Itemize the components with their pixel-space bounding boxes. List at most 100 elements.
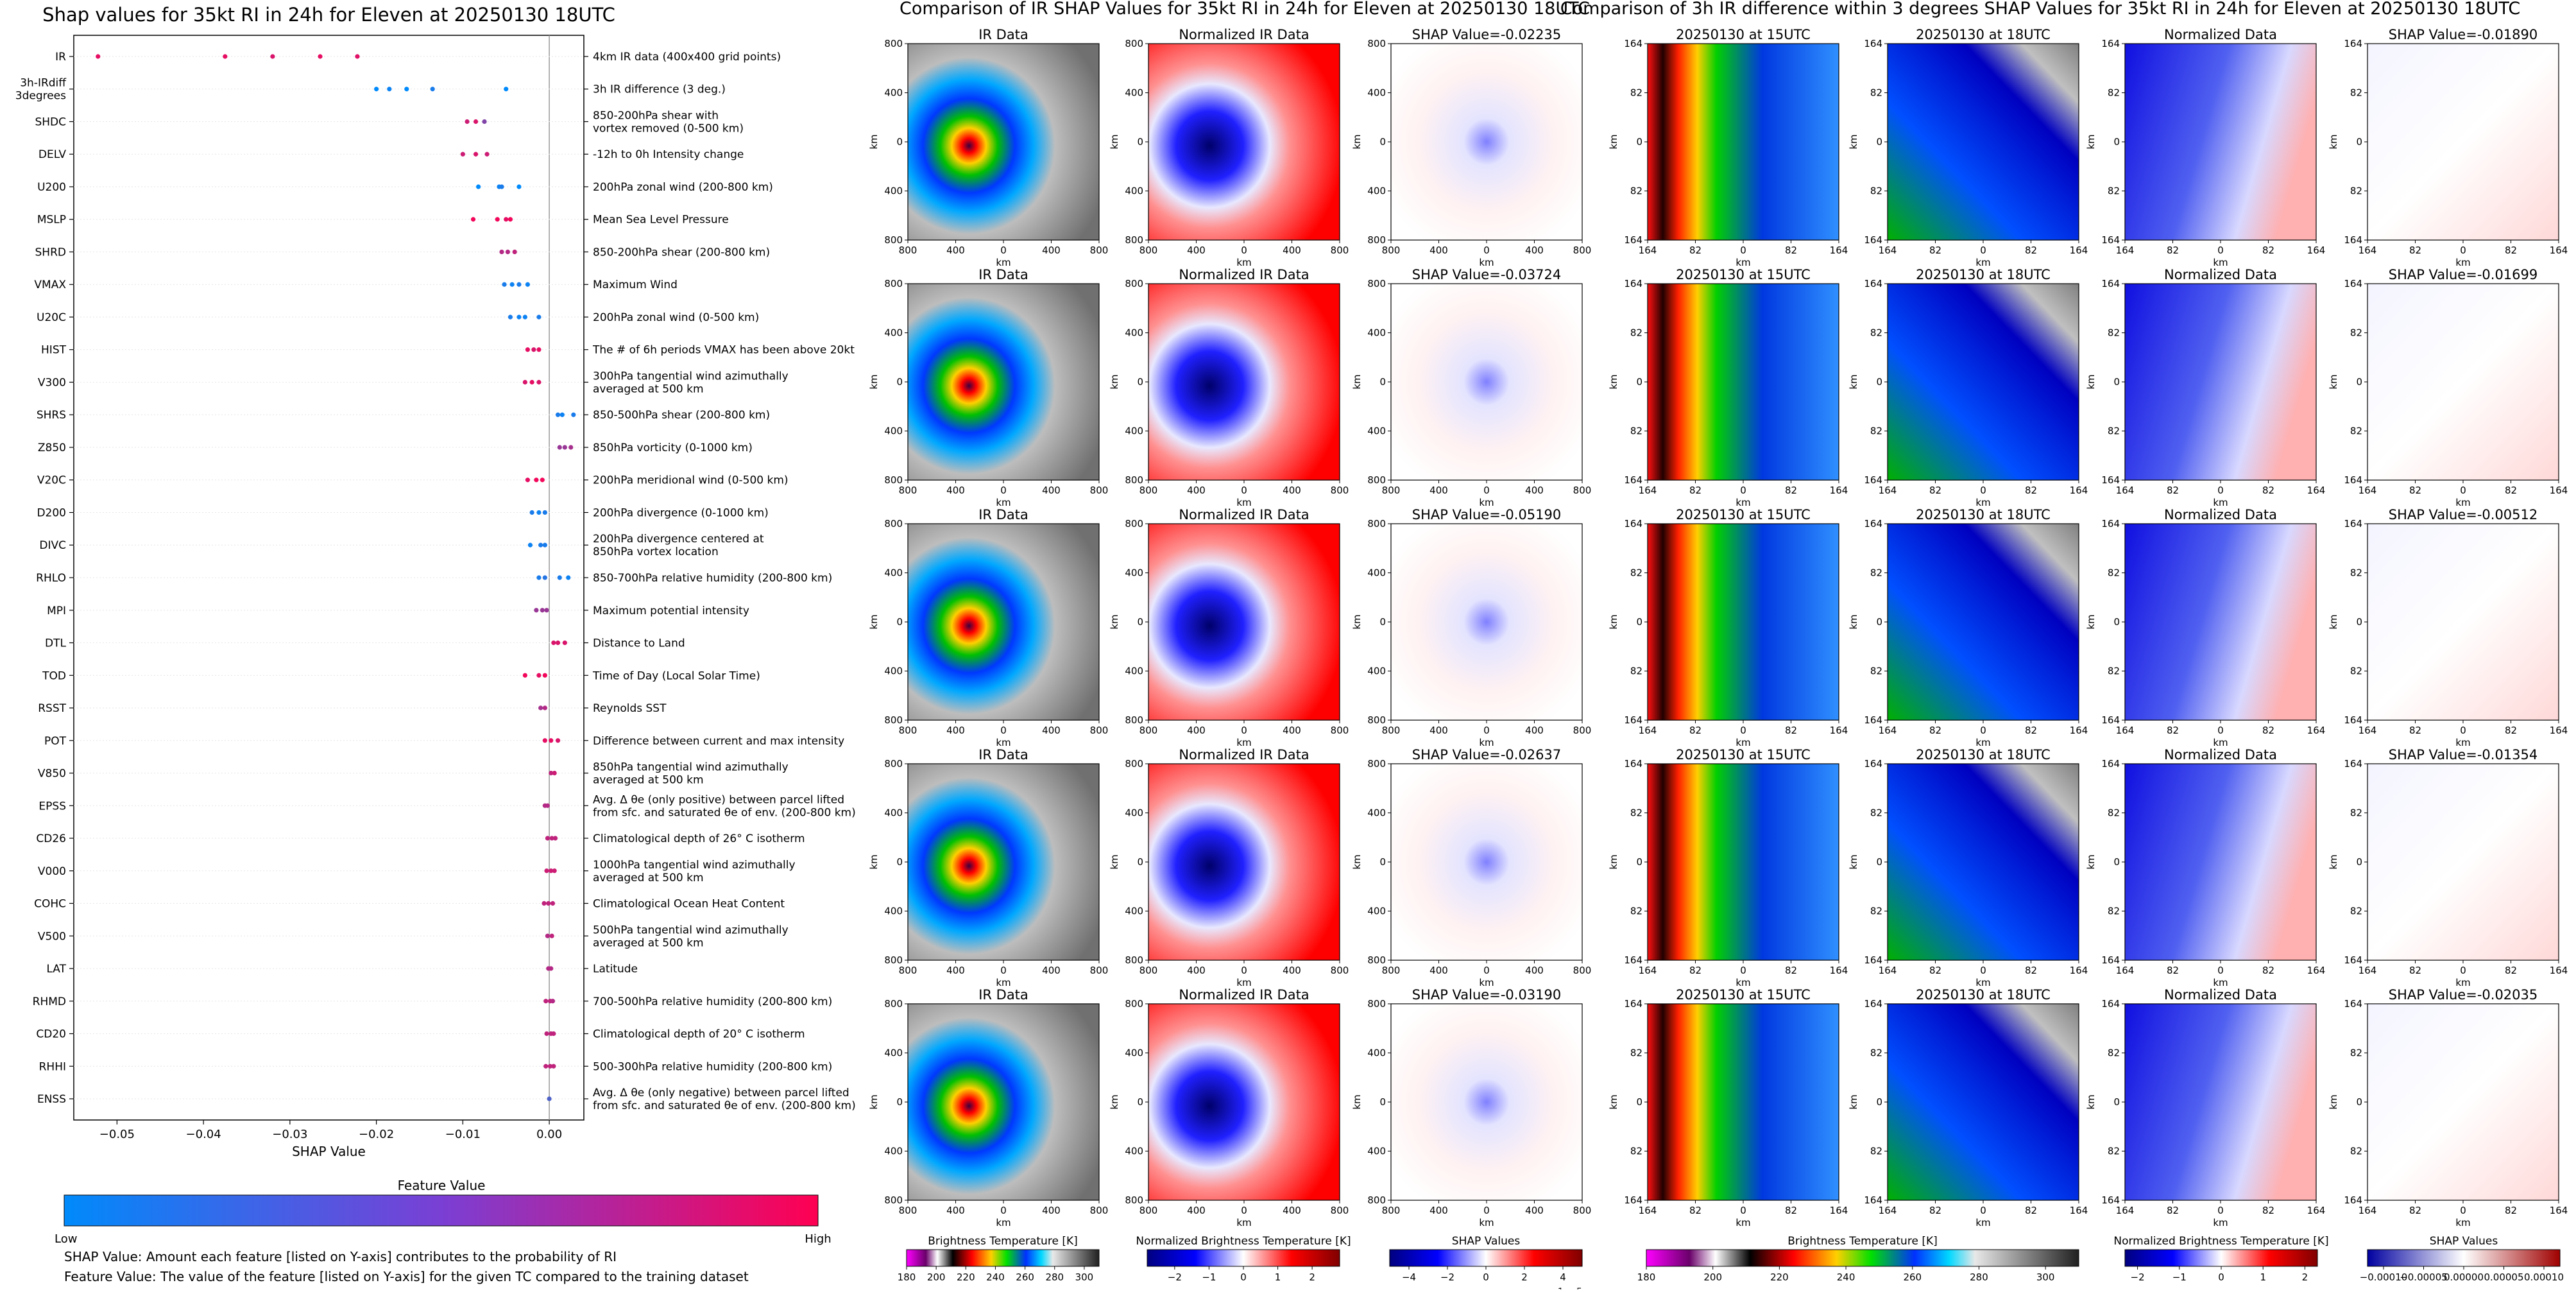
colorbar-gradient [2367, 1249, 2561, 1267]
panel-image [1148, 44, 1340, 240]
y-tick-label: 800 [884, 714, 903, 726]
shap-point [543, 1064, 549, 1069]
x-axis-label: km [996, 977, 1011, 988]
y-axis-label: km [868, 374, 880, 389]
colorbar-tick-label: 0.00010 [2524, 1271, 2564, 1283]
panel-image [1648, 524, 1839, 720]
y-tick-label: 0 [1876, 616, 1882, 628]
shap-point [549, 738, 554, 743]
x-axis-label: km [1479, 257, 1494, 268]
x-tick-label: 400 [1283, 485, 1301, 496]
x-tick-label: 0 [1483, 1205, 1490, 1216]
feature-description: from sfc. and saturated θe of env. (200-… [593, 806, 856, 819]
y-tick-label: 164 [1864, 714, 1882, 726]
feature-name: SHDC [35, 116, 66, 128]
colorbar-low-label: Low [55, 1232, 77, 1246]
panel-image [1648, 44, 1839, 240]
x-tick-label: 800 [1331, 485, 1349, 496]
x-tick-label: 0 [2460, 965, 2466, 976]
y-tick-label: 82 [1870, 327, 1882, 339]
panel-title: IR Data [978, 27, 1028, 42]
note-feature: Feature Value: The value of the feature … [64, 1269, 749, 1284]
x-tick-label: 82 [2025, 965, 2037, 976]
y-tick-label: 800 [1367, 278, 1386, 289]
y-tick-label: 82 [2108, 1047, 2120, 1059]
panel-title: Normalized Data [2164, 987, 2277, 1003]
x-tick-label: 800 [1382, 1205, 1401, 1216]
y-tick-label: 0 [2356, 376, 2362, 388]
x-tick-label: 0 [2460, 1205, 2466, 1216]
shap-point [529, 379, 534, 385]
colorbar: Brightness Temperature [K] 180 200 220 240 26… [898, 1235, 1100, 1283]
x-tick-label: 800 [1573, 245, 1592, 256]
shap-point [544, 868, 549, 874]
feature-description: 850-500hPa shear (200-800 km) [593, 409, 770, 422]
x-axis-label: km [2455, 737, 2470, 748]
image-panel: 20250130 at 18UTC 164 82 0 82 164 km 164 82 0 82 16… [1848, 747, 2088, 988]
y-axis-label: km [868, 1094, 880, 1109]
shap-point [549, 868, 554, 874]
shap-point [525, 282, 531, 287]
x-tick-label: 0 [1980, 965, 1986, 976]
y-tick-label: 164 [2344, 518, 2362, 530]
y-tick-label: 82 [2350, 1146, 2362, 1157]
y-tick-label: 800 [1367, 474, 1386, 486]
x-tick-label: 400 [1525, 725, 1544, 736]
x-tick-label: 164 [1879, 1205, 1897, 1216]
y-tick-label: 82 [2350, 666, 2362, 677]
y-tick-label: 800 [1125, 518, 1143, 530]
image-panel: SHAP Value=-0.01890 164 82 0 82 164 km 164 82 0 82… [2328, 27, 2568, 268]
x-tick-label: −0.01 [445, 1128, 481, 1141]
colorbar-tick-label: 280 [1970, 1271, 1988, 1283]
colorbar-tick-label: 220 [1770, 1271, 1789, 1283]
x-axis-label: km [2455, 977, 2470, 988]
image-panel: 20250130 at 15UTC 164 82 0 82 164 km 164 82 0 82 16… [1608, 27, 1848, 268]
panel-image [1148, 1004, 1340, 1200]
x-tick-label: 164 [1639, 1205, 1657, 1216]
y-tick-label: 800 [1367, 998, 1386, 1010]
shap-point [549, 966, 554, 971]
x-tick-label: 0 [1740, 1205, 1746, 1216]
x-axis-label: km [2213, 257, 2228, 268]
x-tick-label: 0 [1740, 245, 1746, 256]
x-tick-label: 164 [2550, 965, 2568, 976]
x-tick-label: 0 [1483, 485, 1490, 496]
x-tick-label: 800 [1139, 965, 1158, 976]
y-tick-label: 82 [2108, 327, 2120, 339]
image-panel: 20250130 at 18UTC 164 82 0 82 164 km 164 82 0 82 16… [1848, 507, 2088, 748]
panel-image [1148, 524, 1340, 720]
y-tick-label: 400 [884, 426, 903, 437]
panel-title: IR Data [978, 507, 1028, 522]
x-tick-label: 82 [1785, 245, 1797, 256]
panel-image [908, 524, 1099, 720]
colorbar-tick-label: 180 [898, 1271, 916, 1283]
x-tick-label: 400 [1187, 965, 1206, 976]
panel-title: Normalized IR Data [1179, 987, 1309, 1003]
y-tick-label: 164 [1864, 234, 1882, 246]
x-tick-label: 0 [1000, 245, 1007, 256]
y-tick-label: 0 [1137, 136, 1143, 148]
y-tick-label: 0 [2113, 1096, 2120, 1108]
y-tick-label: 82 [2108, 426, 2120, 437]
x-tick-label: 800 [1090, 725, 1109, 736]
x-tick-label: 400 [1042, 725, 1061, 736]
x-tick-label: 164 [2116, 725, 2135, 736]
x-tick-label: 800 [899, 1205, 917, 1216]
shap-point [516, 282, 522, 287]
chart-title: Shap values for 35kt RI in 24h for Eleve… [42, 4, 615, 26]
y-axis-label: km [2328, 1094, 2339, 1109]
y-tick-label: 164 [2101, 714, 2120, 726]
y-tick-label: 82 [2350, 426, 2362, 437]
x-axis-label: km [1736, 737, 1750, 748]
colorbar-tick-label: 240 [1837, 1271, 1855, 1283]
y-tick-label: 0 [1876, 376, 1882, 388]
x-axis-label: km [1479, 737, 1494, 748]
y-tick-label: 0 [896, 856, 903, 868]
x-tick-label: 0 [1740, 725, 1746, 736]
x-tick-label: 82 [2167, 1205, 2179, 1216]
feature-description: 200hPa zonal wind (0-500 km) [593, 311, 759, 324]
shap-point [473, 119, 479, 125]
feature-name: V500 [38, 930, 66, 943]
feature-name: DIVC [39, 539, 66, 552]
shap-point [566, 575, 571, 580]
